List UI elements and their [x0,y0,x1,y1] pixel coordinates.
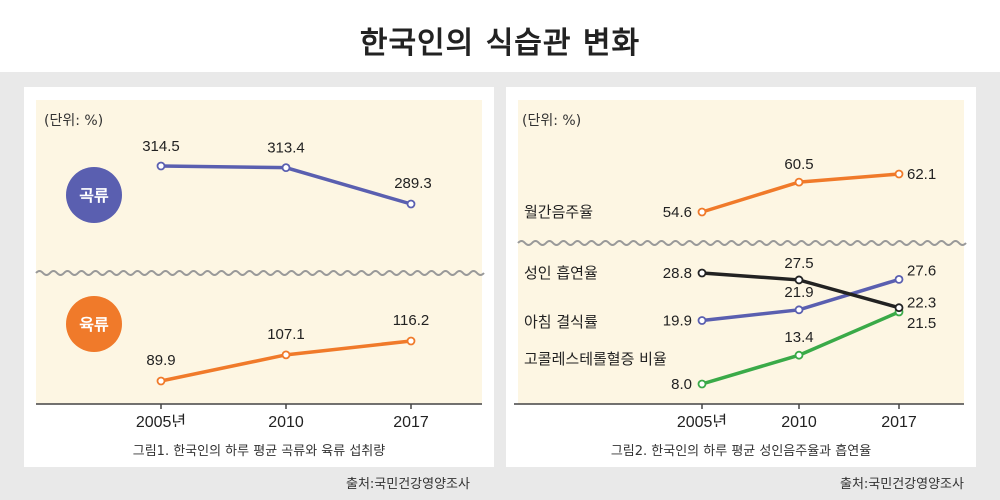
chart2-series-drink-label-2: 62.1 [907,166,936,183]
chart2-series-chol-label-2: 21.5 [907,315,936,332]
chart2-unit: (단위: %) [522,113,581,129]
chart2-series-skip-label-1: 21.9 [784,284,813,301]
chart1-panel: (단위: %) 2005년 2010 2017 314.5 313.4 289.3 89.9 1… [24,87,494,467]
chart1-badge-meat [66,296,122,352]
chart1-x-tick-label-1: 2010 [268,414,304,427]
chart2-series-skip-label-0: 19.9 [663,312,692,329]
chart2-x-tick-label-2: 2017 [881,414,917,427]
chart2-series-chol-point-1 [794,350,804,360]
chart2-series-smoke-point-0 [697,268,707,278]
chart2-series-smoke-label-0: 28.8 [663,265,692,282]
chart2-series-drink-label-0: 54.6 [663,204,692,221]
chart1-series-grain-label-1: 313.4 [267,140,305,157]
chart1-caption: 그림1. 한국인의 하루 평균 곡류와 육류 섭취량 [132,444,386,459]
chart1-series-grain-point-2 [406,199,416,209]
chart1-series-grain-point-1 [281,163,291,173]
chart2-series-drink-point-0 [697,207,707,217]
chart2-series-smoke-label-1: 27.5 [784,255,813,272]
chart2-plot-bg [518,100,964,404]
chart2-series-drink-label-1: 60.5 [784,156,813,173]
chart1-series-meat-label-2: 116.2 [393,312,429,329]
chart2-x-tick-label-0: 2005년 [677,413,727,427]
chart2-series-smoke-point-1 [794,275,804,285]
chart1-series-meat-label-1: 107.1 [267,326,305,343]
chart2-series-name-2: 아침 결식률 [524,313,598,331]
chart1-unit: (단위: %) [44,113,103,129]
chart2-series-chol-point-0 [697,379,707,389]
chart1-badge-meat-label: 육류 [79,315,109,334]
chart2-series-skip-point-0 [697,316,707,325]
chart1-badge-grain-label: 곡류 [79,186,109,205]
chart2-source: 출처:국민건강영양조사 [840,477,964,492]
chart1-series-meat-label-0: 89.9 [146,352,175,369]
chart1-plot-bg [36,100,482,404]
chart2-series-smoke-point-2 [894,303,904,313]
chart2-series-skip-label-2: 27.6 [907,262,936,279]
chart1-series-meat-point-0 [156,376,166,386]
chart1-series-grain-label-0: 314.5 [142,138,180,155]
chart2-series-drink-point-1 [794,177,804,187]
chart1-series-meat-point-2 [406,336,416,346]
chart2-series-name-3: 고콜레스테롤혈증 비율 [524,350,667,368]
chart1-series-grain-label-2: 289.3 [394,175,432,192]
chart2-series-skip-point-1 [794,305,804,315]
chart1-x-tick-label-0: 2005년 [136,413,186,427]
chart2-series-drink-point-2 [894,169,904,179]
chart2-axis-break [517,240,967,246]
chart1-badge-grain [66,167,122,223]
chart1-x-tick-label-2: 2017 [393,414,429,427]
chart1-source: 출처:국민건강영양조사 [346,477,470,492]
chart2-series-chol-label-1: 13.4 [784,329,813,346]
chart2-series-name-0: 월간음주율 [524,203,593,221]
chart2-caption: 그림2. 한국인의 하루 평균 성인음주율과 흡연율 [610,444,872,459]
chart1-svg: (단위: %) 2005년 2010 2017 314.5 313.4 289.3 89.9 1… [35,100,485,427]
chart2-series-smoke-label-2: 22.3 [907,295,936,312]
chart1-series-grain-point-0 [156,161,166,171]
chart2-series-skip-point-2 [894,275,904,284]
chart2-series-name-1: 성인 흡연율 [524,264,598,282]
chart2-x-tick-label-1: 2010 [781,414,817,427]
chart1-axis-break [35,270,485,276]
page-title: 한국인의 식습관 변화 [359,26,641,61]
chart2-series-chol-label-0: 8.0 [671,376,692,393]
chart1-series-meat-point-1 [281,350,291,360]
